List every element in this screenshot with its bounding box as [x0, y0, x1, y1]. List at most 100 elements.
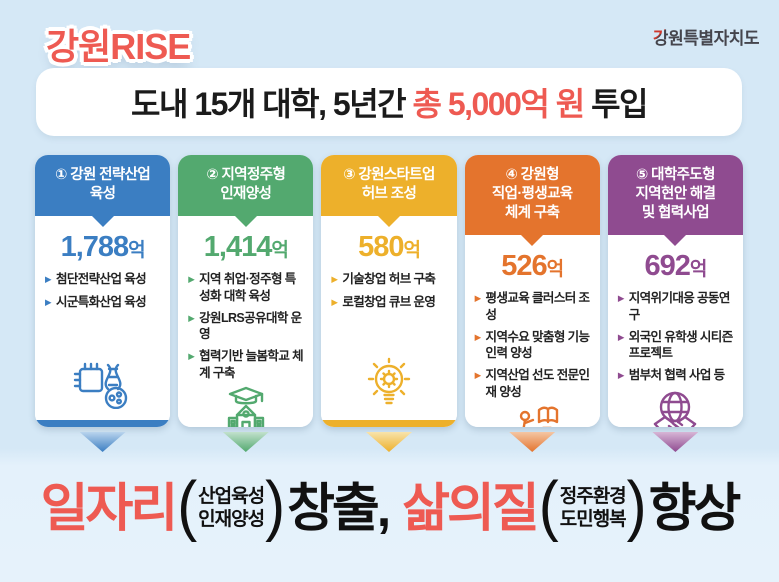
card-item: ▶ 로컬창업 큐브 운영 — [331, 294, 446, 310]
card-item-text: 평생교육 클러스터 조성 — [485, 291, 590, 322]
notch-triangle — [520, 234, 545, 247]
paren2-stack: 정주환경 도민행복 — [559, 486, 627, 532]
card-body: 1,414억 ▶ 지역 취업·정주형 특성화 대학 육성 ▶ 강원LRS공유대학 운영… — [178, 216, 314, 427]
card-item-text: 지역 취업·정주형 특성화 대학 육성 — [199, 272, 296, 303]
down-arrow-icon — [178, 432, 313, 452]
notch-triangle — [233, 215, 258, 228]
notch-triangle — [663, 234, 688, 247]
bullet-triangle-icon: ▶ — [188, 312, 195, 323]
bullet-triangle-icon: ▶ — [474, 370, 482, 381]
slogan-jobs: 일자리 — [40, 480, 179, 538]
card-item: ▶ 협력기반 늘봄학교 체계 구축 — [188, 348, 303, 381]
budget-number: 1,414 — [203, 231, 273, 264]
card-body: 1,788억 ▶ 첨단전략산업 육성 ▶ 시군특화산업 육성 — [35, 216, 171, 427]
budget-amount: 526억 — [501, 250, 565, 283]
card-header: ⑤ 대학주도형 지역현안 해결 및 협력사업 — [607, 155, 744, 247]
slogan-improvement: 향상 — [648, 480, 742, 538]
down-arrow-icon — [35, 432, 170, 452]
card-item-list: ▶ 첨단전략산업 육성 ▶ 시군특화산업 육성 — [42, 271, 163, 310]
down-arrow-icon — [608, 432, 743, 452]
card-item: ▶ 강원LRS공유대학 운영 — [188, 310, 303, 343]
budget-amount: 1,414억 — [203, 231, 289, 264]
card-item-text: 로컬창업 큐브 운영 — [342, 294, 436, 309]
budget-number: 1,788 — [60, 231, 130, 264]
slogan-paren-group-1: (산업육성 인재양성) — [177, 471, 285, 539]
paren2-line1: 정주환경 — [559, 486, 627, 508]
bullet-triangle-icon: ▶ — [474, 331, 482, 342]
card-item-list: ▶ 기술창업 허브 구축 ▶ 로컬창업 큐브 운영 — [328, 271, 449, 310]
slogan-quality-of-life: 삶의질 — [402, 480, 540, 538]
card-item-list: ▶ 평생교육 클러스터 조성 ▶ 지역수요 맞춤형 기능인력 양성 ▶ 지역산업 선도 전… — [472, 290, 593, 400]
card-header: ④ 강원형 직업·평생교육 체계 구축 — [464, 155, 600, 247]
card-item-text: 지역산업 선도 전문인재 양성 — [485, 368, 590, 399]
card-item-text: 시군특화산업 육성 — [55, 294, 147, 309]
card: ① 강원 전략산업 육성 1,788억 ▶ 첨단전략산업 육성 ▶ 시군특화산업 육성 — [35, 155, 171, 427]
card-header: ③ 강원스타트업 허브 조성 — [321, 155, 457, 228]
card-item: ▶ 지역수요 맞춤형 기능인력 양성 — [475, 329, 590, 362]
card-item-text: 강원LRS공유대학 운영 — [199, 310, 302, 341]
card-talent-training: ② 지역정주형 인재양성 1,414억 ▶ 지역 취업·정주형 특성화 대학 육성… — [178, 155, 314, 452]
school-graduation-icon — [217, 381, 275, 427]
globe-handshake-icon — [647, 384, 703, 427]
paren1-line2: 인재양성 — [198, 509, 265, 530]
notch-triangle — [90, 215, 115, 228]
bullet-triangle-icon: ▶ — [474, 293, 482, 304]
bullet-triangle-icon: ▶ — [188, 351, 195, 362]
card-regional-cooperation: ⑤ 대학주도형 지역현안 해결 및 협력사업 692억 ▶ 지역위기대응 공동연구… — [607, 155, 744, 452]
down-arrow-icon — [321, 432, 456, 452]
card-item-list: ▶ 지역위기대응 공동연구 ▶ 외국인 유학생 시티즌 프로젝트 ▶ 범부처 협력 사업 … — [615, 290, 736, 383]
headline-banner: 도내 15개 대학, 5년간 총 5,000억 원 투입 — [36, 68, 742, 136]
page-title: 강원RISE — [46, 26, 191, 67]
card: ③ 강원스타트업 허브 조성 580억 ▶ 기술창업 허브 구축 ▶ 로컬창업 큐브 … — [321, 155, 457, 427]
card-item: ▶ 지역위기대응 공동연구 — [618, 290, 733, 323]
slogan-paren-group-2: (정주환경 도민행복) — [539, 471, 647, 539]
paren1-stack: 산업육성 인재양성 — [197, 486, 265, 532]
bullet-triangle-icon: ▶ — [331, 274, 338, 285]
headline-highlight: 총 5,000억 원 — [412, 86, 585, 122]
card-item: ▶ 첨단전략산업 육성 — [45, 271, 160, 287]
card-body: 580억 ▶ 기술창업 허브 구축 ▶ 로컬창업 큐브 운영 — [321, 216, 457, 427]
paren1-line1: 산업육성 — [198, 486, 265, 508]
budget-unit: 억 — [546, 259, 565, 281]
bullet-triangle-icon: ▶ — [617, 370, 625, 381]
headline-suffix: 투입 — [583, 86, 648, 122]
card-item-text: 기술창업 허브 구축 — [342, 272, 436, 287]
card-title: ④ 강원형 직업·평생교육 체계 구축 — [491, 167, 573, 222]
lightbulb-gear-icon — [361, 353, 417, 414]
budget-amount: 1,788억 — [60, 231, 146, 264]
card-body: 526억 ▶ 평생교육 클러스터 조성 ▶ 지역수요 맞춤형 기능인력 양성 ▶ 지역산업… — [464, 235, 600, 427]
card-item-text: 지역수요 맞춤형 기능인력 양성 — [485, 329, 590, 361]
gangwon-province-logo: 강원특별자치도 — [653, 24, 759, 49]
card-title: ① 강원 전략산업 육성 — [55, 167, 151, 203]
card-item: ▶ 외국인 유학생 시티즌 프로젝트 — [618, 329, 733, 362]
card-item: ▶ 지역산업 선도 전문인재 양성 — [475, 367, 590, 400]
paren-open: ( — [177, 467, 198, 543]
paren-open: ( — [538, 467, 559, 543]
bullet-triangle-icon: ▶ — [331, 296, 338, 307]
budget-amount: 692억 — [644, 250, 707, 283]
headline-prefix: 도내 15개 대학, 5년간 — [131, 86, 413, 122]
card-title: ② 지역정주형 인재양성 — [206, 167, 286, 203]
card-item-text: 협력기반 늘봄학교 체계 구축 — [199, 349, 303, 380]
card-item: ▶ 평생교육 클러스터 조성 — [475, 290, 590, 323]
program-cards: ① 강원 전략산업 육성 1,788억 ▶ 첨단전략산업 육성 ▶ 시군특화산업 육성 — [35, 155, 744, 452]
down-arrow-icon — [465, 432, 600, 452]
budget-unit: 억 — [403, 240, 421, 262]
paren2-line2: 도민행복 — [559, 509, 627, 530]
card: ④ 강원형 직업·평생교육 체계 구축 526억 ▶ 평생교육 클러스터 조성 ▶ 지… — [464, 155, 600, 427]
slogan-creation: 창출, — [287, 480, 391, 538]
card-header: ② 지역정주형 인재양성 — [178, 155, 314, 228]
logo-first-char: 강 — [653, 29, 669, 48]
bullet-triangle-icon: ▶ — [188, 274, 195, 285]
budget-number: 526 — [501, 250, 547, 283]
bullet-triangle-icon: ▶ — [45, 296, 52, 307]
card-startup-hub: ③ 강원스타트업 허브 조성 580억 ▶ 기술창업 허브 구축 ▶ 로컬창업 큐브 … — [321, 155, 457, 452]
notch-triangle — [377, 215, 401, 228]
budget-number: 692 — [644, 250, 690, 283]
card-strategic-industry: ① 강원 전략산업 육성 1,788억 ▶ 첨단전략산업 육성 ▶ 시군특화산업 육성 — [35, 155, 171, 452]
card-item: ▶ 지역 취업·정주형 특성화 대학 육성 — [188, 271, 303, 304]
card-title: ⑤ 대학주도형 지역현안 해결 및 협력사업 — [635, 167, 716, 222]
card-body: 692억 ▶ 지역위기대응 공동연구 ▶ 외국인 유학생 시티즌 프로젝트 ▶ 범부처 협… — [607, 235, 744, 427]
bullet-triangle-icon: ▶ — [617, 293, 625, 304]
